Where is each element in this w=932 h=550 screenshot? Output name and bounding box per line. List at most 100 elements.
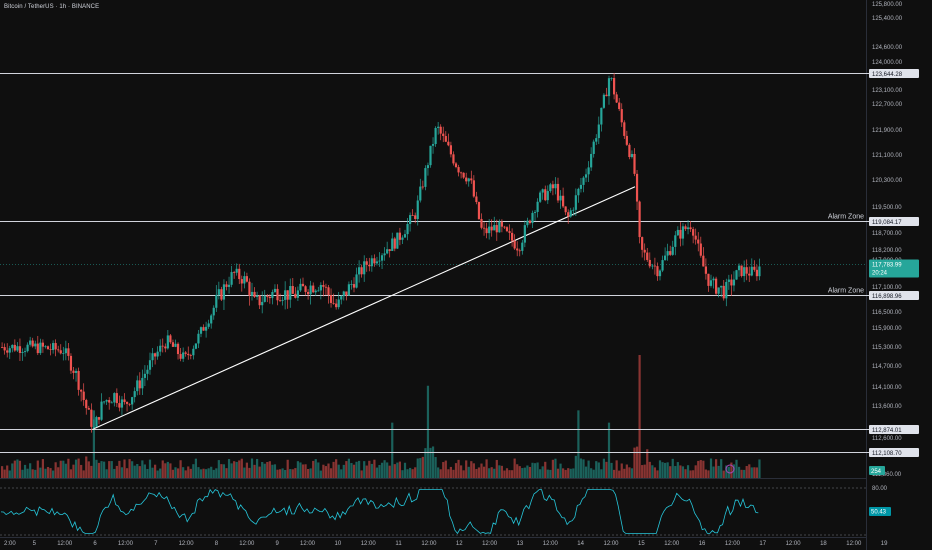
candle-body	[278, 300, 282, 302]
volume-bar	[704, 469, 707, 478]
level-price-tag	[869, 425, 919, 434]
price-tick-label: 121,900.00	[872, 128, 903, 134]
candle-body	[715, 278, 718, 294]
candle-body	[322, 284, 325, 287]
volume-bar	[205, 469, 208, 478]
volume-bar	[212, 469, 215, 478]
volume-bar	[368, 460, 371, 478]
candle-body	[176, 343, 180, 355]
time-axis[interactable]: 2:00 5 12:00 6 12:00 7 12:00 8 12:00 9 12:00 10 12:0…	[4, 541, 888, 547]
rsi-upper-label: 80.00	[872, 486, 888, 492]
volume-bar	[350, 463, 353, 478]
volume-bar	[431, 446, 435, 478]
candle-body	[291, 286, 294, 294]
price-tags: 123,644.28 119,084.17 116,898.96 112,874.01…	[725, 69, 919, 516]
volume-bar	[633, 447, 636, 478]
volume-bar	[564, 469, 567, 478]
volume-bar	[46, 466, 50, 478]
volume-bar	[562, 468, 565, 478]
candle-body	[383, 253, 386, 256]
volume-bar	[118, 460, 121, 478]
volume-bar	[169, 463, 172, 478]
candle-body	[337, 299, 340, 308]
volume-bar	[238, 460, 241, 478]
volume-bar	[131, 461, 134, 478]
volume-bar	[424, 448, 427, 478]
candle-body	[516, 248, 519, 251]
volume-bar	[365, 465, 368, 478]
volume-bar	[138, 466, 141, 478]
volume-bar	[36, 460, 39, 478]
candle-body	[222, 284, 226, 300]
candle-body	[276, 288, 279, 301]
candle-body	[628, 144, 631, 158]
candle-body	[551, 184, 554, 189]
level-price-tag	[869, 69, 919, 78]
volume-bar	[590, 468, 593, 478]
candle-body	[467, 178, 470, 182]
volume-bar	[475, 468, 478, 478]
candle-body	[406, 223, 409, 235]
candle-body	[373, 258, 376, 264]
rsi-value-tag	[869, 507, 891, 516]
candle-body	[651, 265, 654, 267]
candle-body	[301, 283, 305, 287]
volume-bar	[18, 460, 22, 478]
volume-bar	[472, 463, 475, 478]
candle-body	[709, 280, 713, 286]
price-tick-label: 114,100.00	[872, 385, 902, 391]
candle-body	[750, 266, 753, 276]
volume-bar	[533, 463, 537, 478]
candle-body	[299, 283, 302, 291]
candle-body	[424, 168, 427, 187]
volume-bar	[541, 466, 544, 478]
candle-body	[304, 286, 307, 292]
time-tick-label: 12:00	[57, 541, 73, 547]
volume-bar	[444, 460, 447, 478]
volume-bar	[419, 458, 422, 478]
volume-bar	[95, 459, 98, 478]
candle-body	[380, 255, 384, 261]
volume-bar	[488, 468, 491, 478]
volume-bar	[105, 469, 108, 478]
volume-bar	[620, 463, 623, 478]
time-tick-label: 10	[335, 541, 342, 547]
candle-body	[115, 393, 118, 404]
volume-bar	[442, 462, 445, 478]
volume-bar	[16, 459, 19, 478]
candle-body	[457, 167, 460, 173]
candle-body	[602, 94, 605, 108]
volume-bar	[595, 461, 598, 478]
volume-bar	[490, 467, 493, 478]
volume-bar	[192, 464, 195, 478]
trendline[interactable]	[92, 186, 636, 430]
volume-bar	[62, 460, 65, 478]
time-tick-label: 15	[638, 541, 645, 547]
candle-body	[171, 342, 175, 347]
volume-bar	[44, 468, 47, 478]
volume-bar	[755, 467, 758, 478]
price-tick-label: 115,900.00	[872, 326, 902, 332]
candle-body	[518, 250, 521, 252]
volume-bar	[635, 446, 639, 478]
volume-bar	[658, 460, 662, 478]
volume-bar	[638, 355, 641, 478]
volume-bar	[643, 464, 646, 478]
volume-bar	[284, 469, 287, 478]
candle-body	[29, 340, 32, 345]
candle-body	[95, 417, 98, 427]
candle-body	[437, 126, 440, 128]
candle-body	[722, 285, 725, 299]
candle-body	[735, 270, 738, 280]
candle-body	[166, 335, 169, 349]
volume-bar	[335, 459, 338, 478]
time-tick-label: 12:00	[603, 541, 619, 547]
candle-body	[449, 145, 452, 155]
candle-body	[220, 289, 223, 300]
volume-bar	[184, 470, 187, 478]
candle-body	[513, 240, 516, 249]
candle-body	[725, 281, 728, 299]
candle-body	[187, 353, 190, 356]
volume-bar	[707, 470, 710, 478]
